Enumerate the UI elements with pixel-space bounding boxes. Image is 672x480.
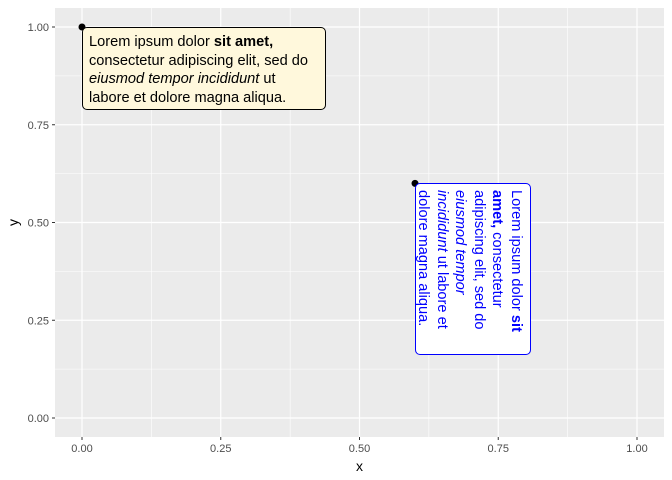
label-run: ut labore et dolore magna aliqua. bbox=[89, 71, 287, 106]
y-axis-title: y bbox=[5, 219, 21, 226]
x-tick-label: 0.50 bbox=[349, 443, 370, 455]
label-run: eiusmod tempor incididunt bbox=[89, 71, 260, 87]
y-tick-label: 0.00 bbox=[28, 413, 49, 425]
label-run: Lorem ipsum dolor bbox=[89, 34, 214, 50]
point-label-textbox: Lorem ipsum dolor sit amet, consectetur … bbox=[82, 27, 326, 110]
x-tick-label: 0.75 bbox=[488, 443, 509, 455]
x-tick-label: 0.25 bbox=[210, 443, 231, 455]
point-label-textbox: Lorem ipsum dolor sit amet, consectetur … bbox=[415, 183, 531, 356]
label-run: consectetur adipiscing elit, sed do bbox=[89, 52, 309, 69]
y-tick-label: 1.00 bbox=[28, 22, 49, 34]
label-run: Lorem ipsum dolor bbox=[508, 190, 524, 316]
y-tick-label: 0.50 bbox=[28, 218, 49, 230]
y-tick-label: 0.75 bbox=[28, 120, 49, 132]
x-tick-label: 0.00 bbox=[71, 443, 92, 455]
x-tick-label: 1.00 bbox=[626, 443, 647, 455]
label-run: sit amet, bbox=[213, 34, 274, 50]
y-tick-label: 0.25 bbox=[28, 315, 49, 327]
x-axis-title: x bbox=[356, 458, 363, 474]
